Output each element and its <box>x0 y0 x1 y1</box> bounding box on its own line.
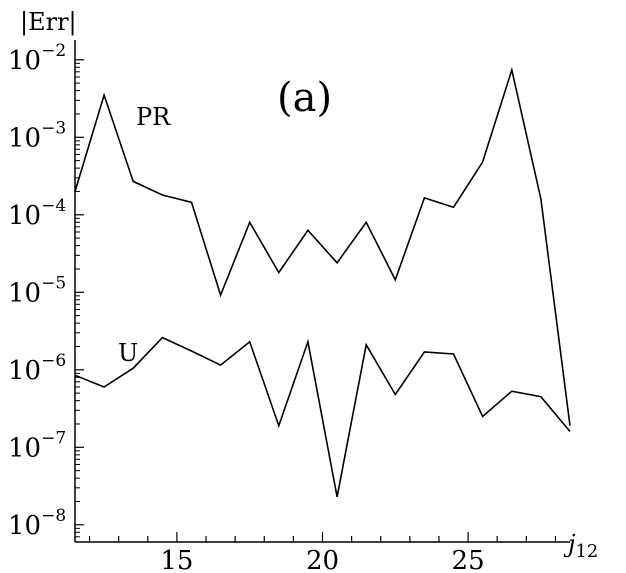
y-tick-label: 10−2 <box>8 41 66 76</box>
y-tick-label: 10−5 <box>8 273 66 308</box>
y-tick-base: 10 <box>8 201 41 231</box>
y-tick-exponent: −3 <box>41 118 66 138</box>
y-tick-label: 10−6 <box>8 351 66 386</box>
x-axis-ticks: 15 20 25 <box>88 532 557 573</box>
x-tick-label: 25 <box>452 546 485 573</box>
y-tick-base: 10 <box>8 356 41 386</box>
y-tick-base: 10 <box>8 433 41 463</box>
panel-label: (a) <box>277 75 332 121</box>
series-label-u: U <box>118 339 138 367</box>
y-tick-exponent: −4 <box>41 196 66 216</box>
series-line-pr <box>74 66 571 426</box>
x-tick-label: 15 <box>160 546 193 573</box>
y-tick-exponent: −7 <box>41 428 66 448</box>
series-line-u <box>74 336 571 497</box>
y-tick-exponent: −5 <box>41 273 66 293</box>
y-tick-base: 10 <box>8 511 41 541</box>
y-tick-exponent: −6 <box>41 351 66 371</box>
y-tick-base: 10 <box>8 123 41 153</box>
y-tick-base: 10 <box>8 46 41 76</box>
y-tick-exponent: −8 <box>41 506 66 526</box>
y-tick-label: 10−4 <box>8 196 66 231</box>
x-axis-title: j12 <box>563 530 598 562</box>
y-axis-ticks: 10−210−310−410−510−610−710−8 <box>8 41 84 543</box>
series-label-pr: PR <box>136 103 171 131</box>
y-tick-label: 10−3 <box>8 118 66 153</box>
y-tick-label: 10−7 <box>8 428 66 463</box>
y-tick-label: 10−8 <box>8 506 66 541</box>
x-tick-label: 20 <box>306 546 339 573</box>
y-axis-title: |Err| <box>20 8 77 37</box>
y-tick-base: 10 <box>8 278 41 308</box>
x-axis-title-main: j <box>563 530 576 558</box>
series-lines <box>74 66 571 497</box>
y-tick-exponent: −2 <box>41 41 66 61</box>
x-axis-title-sub: 12 <box>575 541 598 562</box>
